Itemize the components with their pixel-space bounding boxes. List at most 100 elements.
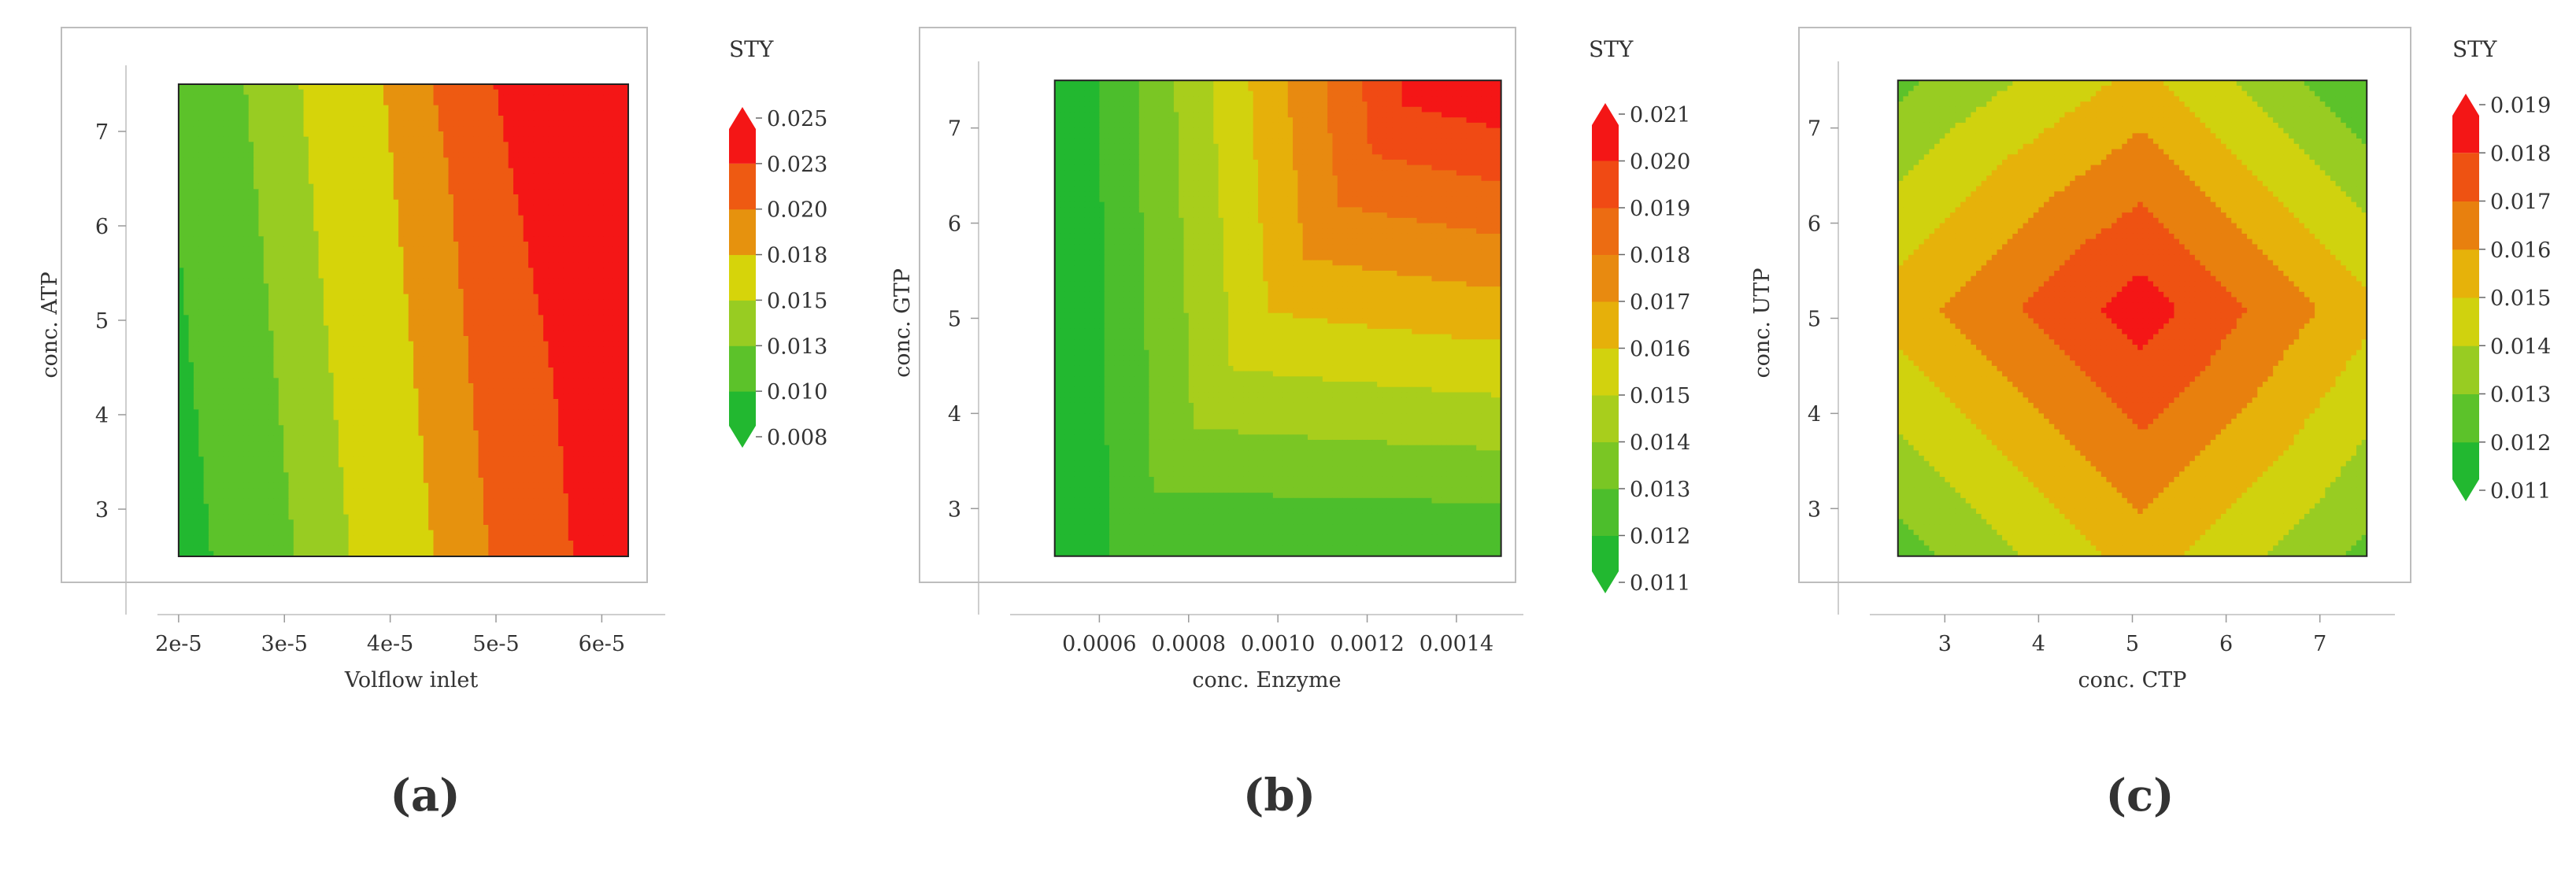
panel-a-contour-cell <box>493 179 499 185</box>
panel-a-contour-cell <box>543 194 550 201</box>
panel-a-contour-cell <box>293 336 299 342</box>
panel-a-contour-cell <box>258 179 265 185</box>
panel-a-contour-cell <box>418 183 424 190</box>
panel-a-contour-cell <box>368 142 374 148</box>
panel-a-contour-cell <box>278 136 284 142</box>
panel-a-contour-cell <box>363 84 369 90</box>
panel-a-contour-cell <box>308 331 314 337</box>
panel-a-contour-cell <box>548 220 554 227</box>
panel-a-contour-cell <box>428 120 435 127</box>
panel-a-contour-cell <box>318 183 324 190</box>
panel-a-contour-cell <box>233 268 239 274</box>
panel-a-contour-cell <box>313 220 320 227</box>
panel-a-contour-cell <box>608 242 614 248</box>
panel-a-contour-cell <box>428 157 435 164</box>
panel-a-contour-cell <box>183 163 190 169</box>
panel-a-contour-cell <box>598 336 604 342</box>
panel-a-contour-cell <box>239 262 244 268</box>
panel-a-contour-cell <box>273 299 279 305</box>
panel-a-contour-cell <box>528 320 535 327</box>
panel-a-contour-cell <box>333 183 339 190</box>
panel-a-contour-cell <box>333 210 339 216</box>
panel-a-contour-cell <box>283 309 290 316</box>
panel-a-contour-cell <box>483 320 489 327</box>
panel-a-contour-cell <box>468 147 474 153</box>
panel-a-contour-cell <box>573 236 579 242</box>
panel-a-contour-cell <box>378 163 384 169</box>
panel-a-contour-cell <box>503 210 509 216</box>
panel-a-contour-cell <box>593 305 599 311</box>
panel-a-contour-cell <box>563 205 569 211</box>
panel-a-contour-cell <box>268 278 275 284</box>
panel-a-contour-cell <box>258 189 265 195</box>
panel-a-contour-cell <box>263 179 269 185</box>
panel-a-contour-cell <box>573 105 579 111</box>
panel-a-contour-cell <box>363 226 369 232</box>
panel-a-contour-cell <box>323 278 329 284</box>
panel-a-contour-cell <box>578 273 584 279</box>
panel-a-contour-cell <box>423 252 429 258</box>
panel-a-contour-cell <box>433 136 439 142</box>
panel-a-contour-cell <box>598 289 604 295</box>
panel-a-contour-cell <box>563 157 569 164</box>
panel-a-contour-cell <box>418 199 424 205</box>
panel-a-contour-cell <box>438 94 444 101</box>
panel-a-contour-cell <box>543 367 550 374</box>
panel-a-contour-cell <box>533 320 539 327</box>
panel-a-contour-cell <box>313 173 320 179</box>
panel-a-contour-cell <box>278 179 284 185</box>
panel-a-contour-cell <box>398 262 405 268</box>
panel-a-contour-cell <box>333 315 339 321</box>
panel-a-contour-cell <box>178 341 184 347</box>
panel-a-contour-cell <box>213 289 220 295</box>
panel-a-contour-cell <box>598 362 604 368</box>
panel-a-contour-cell <box>603 84 609 90</box>
panel-a-contour-cell <box>613 346 619 353</box>
panel-a-contour-cell <box>333 142 339 148</box>
panel-a-contour-cell <box>568 257 574 264</box>
panel-a-contour-cell <box>453 199 459 205</box>
panel-a-contour-cell <box>573 283 579 290</box>
panel-a-contour-cell <box>343 110 350 116</box>
panel-a-contour-cell <box>228 105 235 111</box>
panel-a-contour-cell <box>188 189 194 195</box>
panel-a-contour-cell <box>353 210 359 216</box>
panel-a-contour-cell <box>568 189 574 195</box>
panel-a-contour-cell <box>398 231 405 237</box>
panel-a-contour-cell <box>593 105 599 111</box>
panel-a-contour-cell <box>608 152 614 158</box>
panel-a-contour-cell <box>188 257 194 264</box>
panel-a-contour-cell <box>513 242 519 248</box>
panel-a-contour-cell <box>573 246 579 253</box>
panel-a-contour-cell <box>318 100 324 106</box>
panel-a-contour-cell <box>613 152 619 158</box>
panel-a-contour-cell <box>563 131 569 138</box>
panel-a-contour-cell <box>443 173 450 179</box>
panel-a-contour-cell <box>478 325 484 331</box>
panel-a-contour-cell <box>413 242 420 248</box>
panel-a-contour-cell <box>348 231 354 237</box>
panel-a-contour-cell <box>298 220 305 227</box>
panel-a-contour-cell <box>233 356 239 363</box>
panel-a-contour-cell <box>558 283 564 290</box>
panel-a-contour-cell <box>228 100 235 106</box>
panel-a-contour-cell <box>233 320 239 327</box>
panel-a-contour-cell <box>623 116 629 122</box>
panel-a-contour-cell <box>543 356 550 363</box>
panel-a-contour-cell <box>193 294 199 300</box>
panel-a-contour-cell <box>578 173 584 179</box>
panel-a-contour-cell <box>193 278 199 284</box>
panel-a-contour-cell <box>623 336 629 342</box>
panel-a-contour-cell <box>553 356 559 363</box>
panel-a-contour-cell <box>243 157 250 164</box>
panel-a-contour-cell <box>213 179 220 185</box>
panel-a-contour-cell <box>393 268 399 274</box>
panel-a-contour-cell <box>493 205 499 211</box>
panel-a-contour-cell <box>568 105 574 111</box>
panel-a-contour-cell <box>373 136 379 142</box>
panel-a-contour-cell <box>493 336 499 342</box>
panel-a-contour-cell <box>513 289 519 295</box>
panel-a-contour-cell <box>293 273 299 279</box>
panel-a-contour-cell <box>203 210 209 216</box>
panel-a-contour-cell <box>568 120 574 127</box>
